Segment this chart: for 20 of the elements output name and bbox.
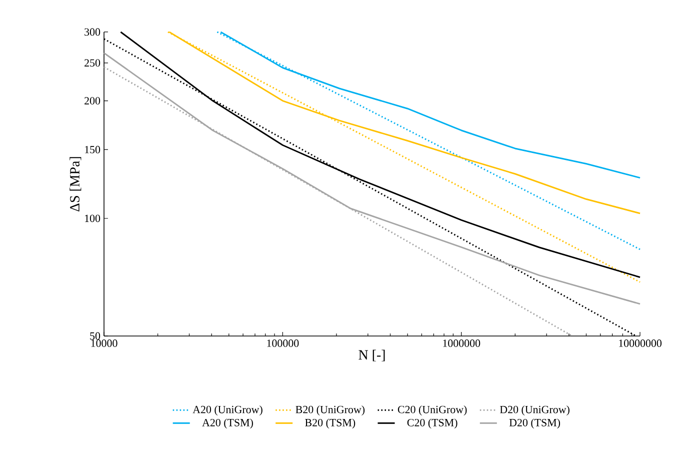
y-tick-label: 250 xyxy=(84,59,100,67)
x-tick-label: 10000000 xyxy=(619,340,662,347)
x-axis-title: N [-] xyxy=(358,350,385,362)
x-tick-label: 1000000 xyxy=(443,340,480,347)
legend-label: C20 (TSM) xyxy=(407,418,458,429)
legend-label: A20 (TSM) xyxy=(202,418,253,429)
x-tick-label: 100000 xyxy=(267,340,299,347)
y-axis-title: ΔS [MPa] xyxy=(70,157,82,212)
legend-label: A20 (UniGrow) xyxy=(192,406,262,416)
y-tick-label: 150 xyxy=(85,146,100,154)
legend-label: D20 (UniGrow) xyxy=(500,406,570,416)
y-tick-label: 300 xyxy=(84,28,100,36)
y-tick-label: 50 xyxy=(90,332,100,340)
y-tick-label: 100 xyxy=(85,214,100,222)
y-tick-label: 200 xyxy=(84,97,100,104)
legend-label: B20 (TSM) xyxy=(305,418,356,429)
legend-label: C20 (UniGrow) xyxy=(398,406,467,416)
legend-label: D20 (TSM) xyxy=(509,418,560,429)
legend-label: B20 (UniGrow) xyxy=(296,406,365,416)
x-tick-label: 10000 xyxy=(91,340,118,347)
